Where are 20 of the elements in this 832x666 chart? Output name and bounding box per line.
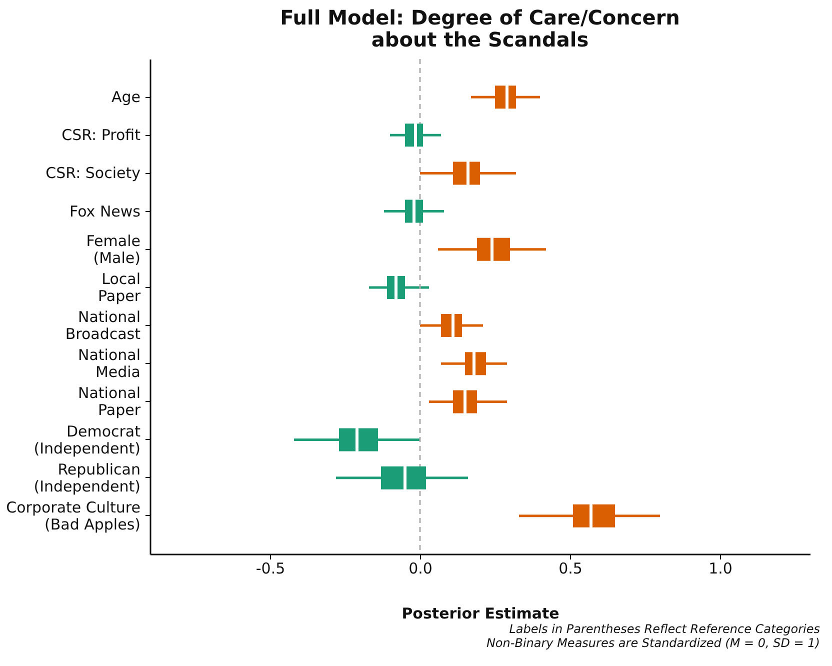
y-tick-label: Republican (Independent) (34, 460, 140, 496)
x-tick-label: 0.5 (558, 560, 582, 578)
text: Non-Binary Measures are Standardized (M = 0, SD = 1) (486, 636, 820, 650)
y-tick-label: National Media (78, 346, 140, 382)
y-tick-label: Democrat (Independent) (34, 422, 141, 458)
y-tick-label: National Paper (78, 384, 142, 420)
y-tick-label: Corporate Culture (Bad Apples) (6, 498, 140, 534)
x-axis-title: Posterior Estimate (402, 604, 560, 622)
y-tick-label: Local Paper (98, 270, 142, 305)
chart-title: Full Model: Degree of Care/Concern about the Scandals (280, 5, 680, 52)
y-tick-label: Age (111, 88, 140, 106)
y-tick-label: CSR: Society (46, 164, 141, 182)
x-tick-label: 0.0 (408, 560, 432, 578)
x-tick-label: 1.0 (708, 560, 732, 578)
text: Labels in Parentheses Reflect Reference Categories (509, 622, 820, 636)
y-tick-label: CSR: Profit (62, 126, 141, 144)
y-tick-label: Female (Male) (86, 232, 140, 267)
y-tick-label: National Broadcast (65, 308, 141, 344)
y-tick-label: Fox News (70, 202, 141, 220)
x-tick-label: -0.5 (256, 560, 286, 578)
